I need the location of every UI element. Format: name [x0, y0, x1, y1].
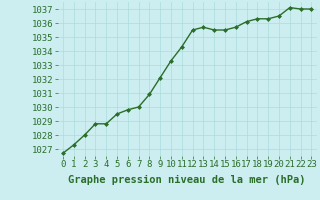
- X-axis label: Graphe pression niveau de la mer (hPa): Graphe pression niveau de la mer (hPa): [68, 175, 306, 185]
